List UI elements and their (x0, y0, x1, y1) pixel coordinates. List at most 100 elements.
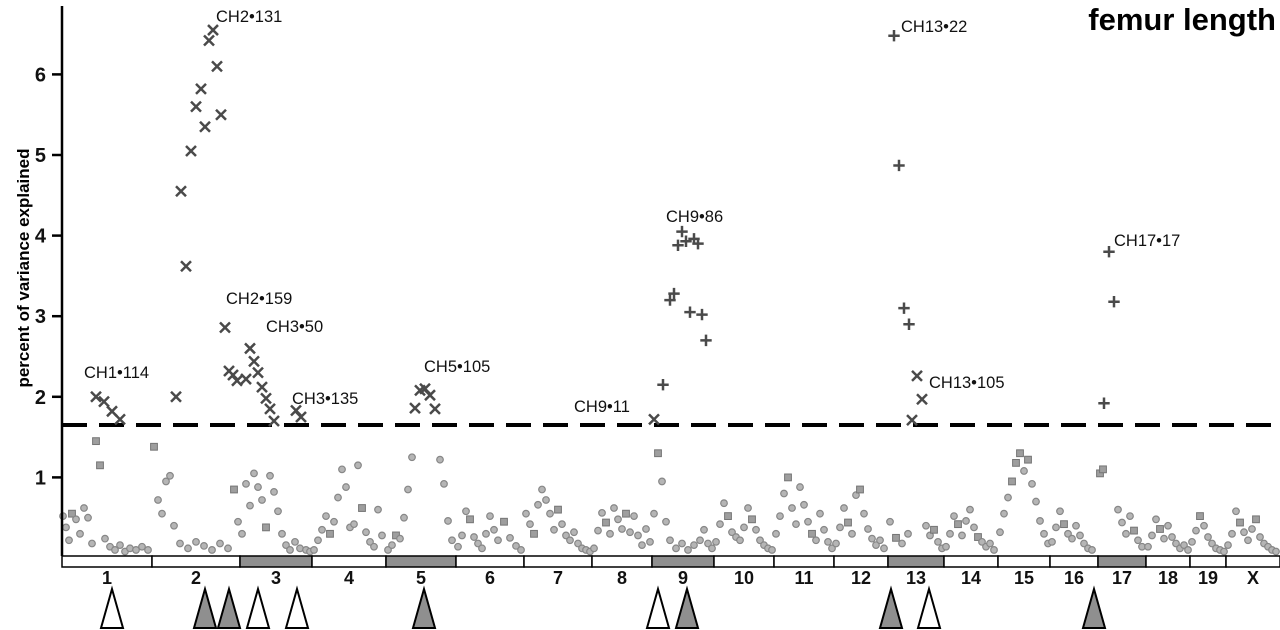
background-point (318, 525, 326, 534)
background-point (832, 539, 840, 548)
chromosome-band (1225, 555, 1280, 568)
background-point (716, 520, 724, 529)
qtl-point (170, 390, 182, 403)
qtl-label: CH3•135 (292, 390, 358, 408)
background-point (384, 546, 392, 554)
background-point-square (954, 520, 962, 529)
background-point (780, 489, 788, 498)
background-point (132, 546, 140, 554)
background-point-square (930, 525, 938, 534)
background-point-square (1196, 512, 1204, 520)
background-point-square (262, 523, 270, 532)
background-point (880, 544, 888, 553)
background-point (776, 512, 784, 520)
background-point (650, 509, 658, 518)
qtl-arrow (645, 585, 671, 629)
chromosome-band (1049, 555, 1099, 568)
background-point (490, 525, 498, 534)
background-point (970, 523, 978, 532)
background-point (534, 500, 542, 509)
background-point (254, 483, 262, 491)
background-point (116, 541, 124, 550)
background-point (590, 544, 598, 553)
background-point-square (500, 517, 508, 526)
background-point (1032, 497, 1040, 506)
background-point (638, 541, 646, 550)
background-point (800, 500, 808, 509)
background-point (684, 546, 692, 554)
background-point (278, 529, 286, 538)
background-point (208, 546, 216, 554)
background-point (448, 536, 456, 545)
background-point (558, 520, 566, 529)
y-tick-label: 1 (35, 467, 46, 489)
qtl-arrow (284, 585, 310, 629)
qtl-point (664, 294, 676, 306)
background-point (314, 536, 322, 545)
background-point (542, 496, 550, 504)
qtl-label: CH9•86 (666, 208, 723, 226)
background-point (88, 539, 96, 548)
qtl-arrow (216, 585, 242, 629)
qtl-label: CH9•11 (574, 398, 630, 416)
qtl-point (199, 120, 211, 133)
background-point (756, 536, 764, 545)
background-point (334, 493, 342, 502)
background-point-square (602, 518, 610, 527)
qtl-point (648, 413, 660, 426)
qtl-point (252, 366, 264, 379)
background-point-square (856, 485, 864, 494)
background-point (1272, 547, 1280, 556)
background-point-square (892, 533, 900, 542)
qtl-point (888, 30, 900, 42)
qtl-point (672, 239, 684, 251)
background-point (1126, 512, 1134, 520)
background-point (101, 534, 109, 543)
background-point (310, 546, 318, 554)
background-point-square (530, 529, 538, 538)
background-point-square (554, 505, 562, 514)
qtl-point (893, 159, 905, 172)
background-point-square (1252, 515, 1260, 524)
background-point (162, 477, 170, 486)
background-point (840, 504, 848, 512)
background-point (1144, 542, 1152, 551)
background-point (166, 471, 174, 480)
qtl-point (668, 287, 680, 300)
qtl-point (657, 379, 669, 391)
chromosome-label: 11 (794, 568, 813, 588)
qtl-arrow (411, 585, 437, 629)
qtl-point (180, 260, 192, 273)
chromosome-label: 17 (1112, 568, 1132, 588)
background-point-square (1099, 465, 1107, 474)
background-point (274, 507, 282, 516)
qtl-arrow (192, 585, 218, 629)
chromosome-band (385, 555, 457, 568)
background-point (436, 455, 444, 464)
background-point (546, 509, 554, 518)
qtl-point (90, 390, 102, 403)
background-point (1168, 533, 1176, 541)
qtl-label: CH5•105 (424, 358, 490, 376)
chromosome-label: 3 (271, 568, 281, 588)
qtl-point (692, 237, 704, 250)
background-point (700, 525, 708, 534)
background-point (62, 523, 70, 532)
background-point (366, 537, 374, 546)
background-point (926, 531, 934, 540)
background-point (836, 523, 844, 532)
background-point (1160, 534, 1168, 543)
qtl-point (244, 342, 256, 355)
background-point (666, 536, 674, 545)
background-point (1180, 541, 1188, 550)
qtl-point (268, 415, 280, 427)
background-point (84, 513, 92, 522)
background-point-square (974, 533, 982, 541)
qtl-point (424, 389, 436, 402)
background-point (72, 515, 80, 524)
background-point (1088, 546, 1096, 554)
background-point (522, 509, 530, 518)
chromosome-label: 5 (416, 568, 426, 588)
background-point (494, 536, 502, 545)
background-point (158, 509, 166, 518)
